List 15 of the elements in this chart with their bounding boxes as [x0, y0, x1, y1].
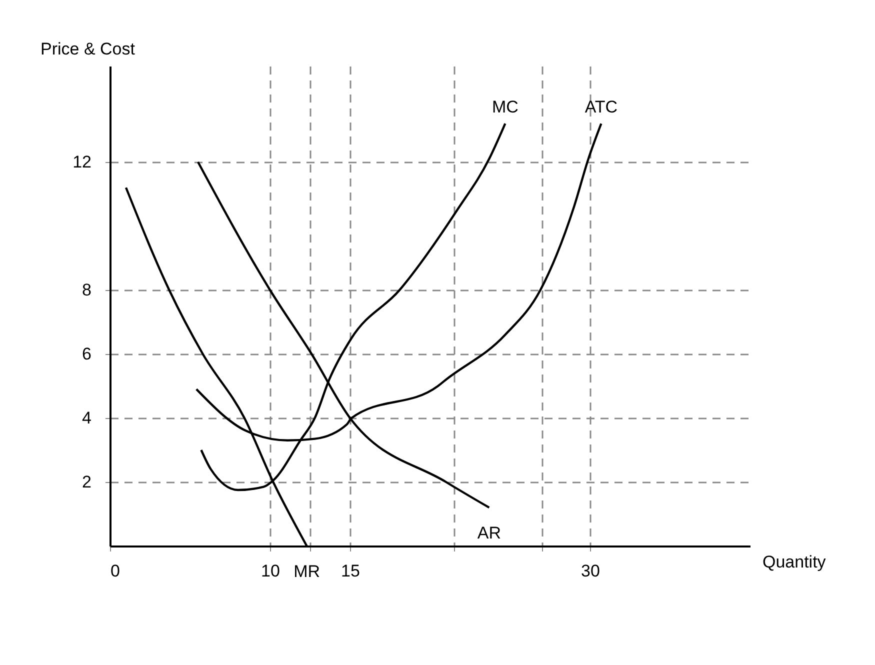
y-tick-label: 6 [82, 344, 92, 364]
series-label: AR [477, 524, 502, 543]
x-tick-label: 0 [110, 562, 120, 580]
y-tick-label: 2 [82, 472, 92, 492]
y-tick-label: 8 [82, 280, 92, 300]
x-tick-label: 15 [341, 562, 360, 580]
y-tick-label: 4 [82, 408, 92, 428]
series-label: MR [294, 562, 320, 581]
y-axis-title: Price & Cost [40, 40, 136, 58]
series-label: MC [492, 98, 518, 117]
x-tick-label: 10 [261, 562, 280, 580]
x-tick-label: 30 [581, 562, 600, 580]
x-axis-title: Quantity [762, 552, 826, 572]
series-label: ATC [584, 98, 618, 117]
y-tick-label: 12 [72, 152, 92, 172]
